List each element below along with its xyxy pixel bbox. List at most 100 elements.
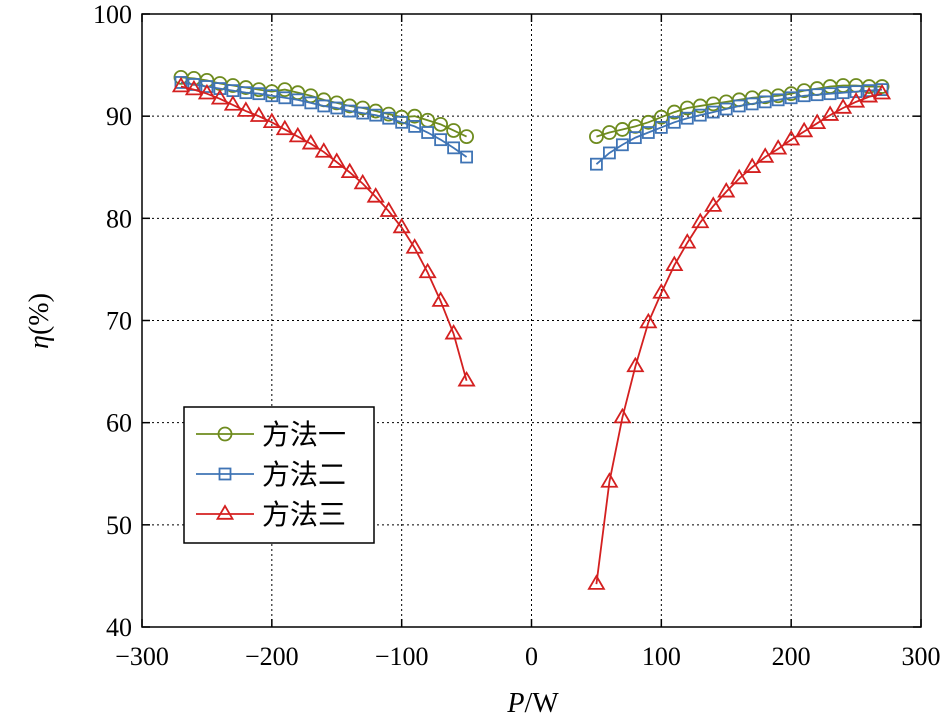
data-point-circle <box>446 123 462 138</box>
y-tick-label: 40 <box>106 613 132 642</box>
data-point-triangle <box>756 147 775 163</box>
data-point-triangle <box>821 105 840 121</box>
data-point-triangle <box>288 126 307 143</box>
data-point-triangle <box>808 113 827 130</box>
data-point-triangle <box>392 217 411 234</box>
data-point-triangle <box>262 112 281 128</box>
y-axis-title-symbol: η <box>24 335 55 349</box>
x-tick-label: 300 <box>902 642 941 671</box>
data-point-triangle <box>418 262 437 279</box>
data-point-triangle <box>717 181 736 198</box>
data-point-square <box>239 86 253 100</box>
data-point-triangle <box>366 187 385 203</box>
data-point-square <box>447 141 461 155</box>
data-point-square <box>823 87 837 101</box>
data-point-square <box>745 97 759 111</box>
data-point-square <box>382 111 396 125</box>
data-point-triangle <box>197 83 216 100</box>
data-point-square <box>369 108 383 122</box>
data-point-circle <box>589 129 604 145</box>
data-point-circle <box>874 79 890 94</box>
data-point-square <box>291 93 305 107</box>
series-square <box>174 76 889 171</box>
data-point-square <box>278 91 292 105</box>
data-point-triangle <box>587 574 606 590</box>
legend-entry-triangle: 方法三 <box>196 499 346 531</box>
data-point-triangle <box>743 157 762 173</box>
data-point-square <box>810 88 824 102</box>
data-point-square <box>330 101 344 115</box>
data-point-square <box>590 157 603 171</box>
y-tick-label: 70 <box>106 307 132 336</box>
data-point-square <box>706 105 720 119</box>
legend-entry-circle: 方法一 <box>196 419 346 451</box>
data-point-triangle <box>340 162 359 179</box>
x-tick-label: 200 <box>772 642 811 671</box>
data-point-square <box>395 115 409 129</box>
data-point-triangle <box>834 98 853 114</box>
data-point-square <box>343 104 357 118</box>
x-axis-title-symbol: P <box>506 688 524 719</box>
data-point-triangle <box>249 106 268 122</box>
series-group <box>171 69 892 590</box>
data-point-triangle <box>639 312 658 329</box>
data-point-triangle <box>223 95 242 111</box>
data-point-square <box>836 86 850 100</box>
data-point-square <box>732 99 746 113</box>
y-tick-label: 60 <box>106 409 132 438</box>
data-point-triangle <box>444 324 463 340</box>
data-point-triangle <box>236 101 255 117</box>
data-point-triangle <box>704 196 723 212</box>
data-point-square <box>784 91 798 105</box>
data-point-square <box>628 131 642 145</box>
data-point-triangle <box>665 255 684 272</box>
legend-label: 方法三 <box>262 499 346 531</box>
data-point-circle <box>433 116 449 132</box>
data-point-triangle <box>327 152 346 168</box>
data-point-triangle <box>847 92 866 108</box>
data-point-triangle <box>626 356 645 373</box>
data-point-triangle <box>730 168 749 185</box>
data-point-square <box>797 89 811 103</box>
data-point-square <box>693 108 707 122</box>
legend-label: 方法一 <box>262 419 346 451</box>
legend-entry-square: 方法二 <box>196 459 346 491</box>
data-point-square <box>603 146 616 160</box>
data-point-triangle <box>652 283 671 299</box>
data-point-square <box>667 115 681 129</box>
legend-marker-square <box>218 467 232 481</box>
data-point-triangle <box>769 139 788 155</box>
data-point-circle <box>459 129 474 145</box>
data-point-square <box>200 80 214 93</box>
data-point-square <box>408 119 422 133</box>
x-tick-label: 0 <box>525 642 538 671</box>
data-point-square <box>460 150 473 164</box>
data-point-circle <box>640 114 656 130</box>
data-point-square <box>265 89 279 103</box>
x-tick-label: −200 <box>245 642 299 671</box>
legend-box <box>183 406 375 544</box>
y-tick-label: 90 <box>106 102 132 131</box>
x-axis-title-unit: /W <box>524 688 559 719</box>
data-point-square <box>252 87 266 101</box>
x-tick-label: 100 <box>642 642 681 671</box>
data-point-triangle <box>431 291 450 307</box>
data-point-triangle <box>872 83 892 100</box>
y-tick-label: 100 <box>93 0 132 29</box>
data-point-circle <box>666 104 682 120</box>
data-point-square <box>758 95 772 109</box>
data-point-triangle <box>405 238 424 254</box>
legend-marker-circle <box>217 426 233 442</box>
legend-marker-triangle <box>215 504 235 520</box>
data-point-square <box>771 93 785 107</box>
data-point-square <box>654 121 668 134</box>
y-tick-label: 80 <box>106 204 132 233</box>
data-point-circle <box>407 108 423 124</box>
data-point-triangle <box>184 79 204 96</box>
data-point-triangle <box>600 472 619 488</box>
data-point-triangle <box>379 201 398 217</box>
